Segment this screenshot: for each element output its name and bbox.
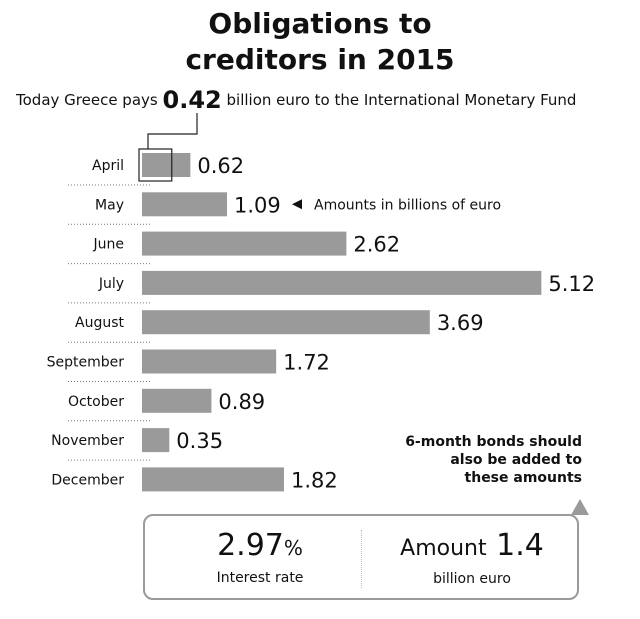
category-label-july: July bbox=[98, 276, 124, 292]
value-label-may: 1.09 bbox=[234, 193, 281, 217]
callout-pointer bbox=[571, 499, 589, 515]
bar-april bbox=[142, 153, 191, 177]
interest-rate-label: Interest rate bbox=[216, 570, 304, 586]
today-payment-line: Today Greece pays 0.42 billion euro to t… bbox=[16, 86, 576, 114]
bar-november bbox=[142, 428, 170, 453]
amount-value: 1.4 bbox=[496, 528, 544, 563]
category-label-december: December bbox=[51, 472, 124, 488]
category-label-april: April bbox=[92, 158, 124, 174]
today-connector-line bbox=[147, 113, 198, 149]
box-divider bbox=[361, 530, 362, 588]
value-label-april: 0.62 bbox=[197, 154, 244, 178]
value-label-october: 0.89 bbox=[218, 390, 265, 414]
category-label-june: June bbox=[93, 237, 125, 253]
amount-prefix: Amount bbox=[400, 536, 487, 561]
chart-title: Obligations to creditors in 2015 bbox=[0, 6, 640, 78]
category-label-october: October bbox=[68, 394, 124, 410]
units-note-arrow bbox=[292, 199, 302, 210]
value-label-september: 1.72 bbox=[283, 351, 330, 375]
value-label-july: 5.12 bbox=[548, 272, 595, 296]
bar-august bbox=[142, 310, 430, 335]
bond-info-box: 2.97% Interest rate Amount 1.4 billion e… bbox=[143, 514, 579, 600]
value-label-november: 0.35 bbox=[176, 429, 223, 453]
value-label-june: 2.62 bbox=[353, 233, 400, 257]
bar-july bbox=[142, 270, 542, 295]
bond-amount-cell: Amount 1.4 billion euro bbox=[367, 528, 577, 587]
category-label-september: September bbox=[47, 355, 125, 371]
bonds-note-line-3: these amounts bbox=[464, 470, 582, 486]
interest-rate-value: 2.97 bbox=[217, 528, 284, 563]
bar-september bbox=[142, 349, 277, 374]
value-label-december: 1.82 bbox=[291, 468, 338, 492]
today-highlight-box bbox=[138, 148, 173, 182]
bar-october bbox=[142, 388, 212, 413]
today-suffix: billion euro to the International Moneta… bbox=[226, 91, 577, 109]
value-label-august: 3.69 bbox=[437, 311, 484, 335]
category-label-november: November bbox=[51, 433, 124, 449]
bar-may bbox=[142, 192, 228, 217]
bar-june bbox=[142, 231, 347, 256]
category-label-may: May bbox=[95, 197, 124, 213]
today-amount: 0.42 bbox=[162, 86, 222, 114]
title-line-1: Obligations to bbox=[208, 7, 432, 40]
units-note: Amounts in billions of euro bbox=[314, 197, 501, 213]
bonds-note-line-2: also be added to bbox=[450, 452, 582, 468]
bonds-note-line-1: 6-month bonds should bbox=[405, 434, 582, 450]
bonds-note: 6-month bonds should also be added to th… bbox=[382, 433, 582, 487]
title-line-2: creditors in 2015 bbox=[185, 43, 455, 76]
bar-december bbox=[142, 467, 284, 492]
category-label-august: August bbox=[75, 315, 125, 331]
interest-rate-cell: 2.97% Interest rate bbox=[155, 528, 365, 586]
amount-label: billion euro bbox=[433, 571, 511, 587]
today-prefix: Today Greece pays bbox=[16, 91, 158, 109]
interest-rate-unit: % bbox=[283, 536, 303, 560]
